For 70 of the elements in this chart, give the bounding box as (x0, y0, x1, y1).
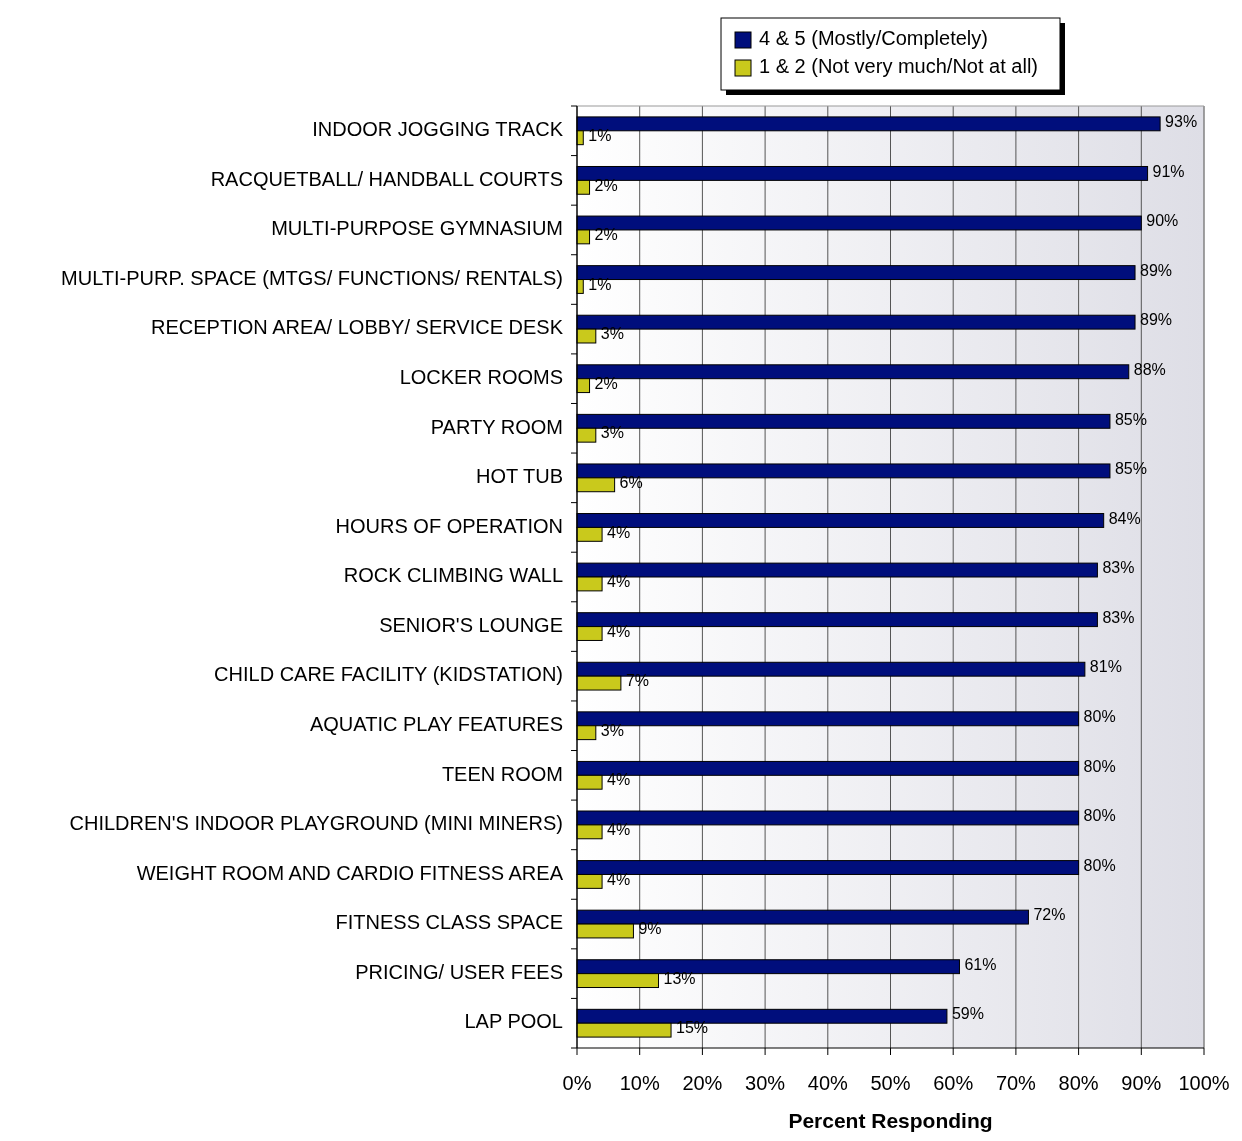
data-label: 89% (1140, 311, 1173, 329)
x-tick-label: 70% (995, 1072, 1037, 1094)
data-label: 4% (607, 870, 631, 888)
legend-label: 4 & 5 (Mostly/Completely) (759, 27, 988, 50)
y-tick-label: MULTI-PURPOSE GYMNASIUM (271, 217, 563, 240)
data-label: 85% (1114, 460, 1147, 478)
data-label: 3% (600, 325, 624, 343)
y-tick-label: WEIGHT ROOM AND CARDIO FITNESS AREA (136, 861, 564, 884)
y-tick-label: PRICING/ USER FEES (355, 960, 563, 983)
x-tick-label: 0% (562, 1072, 592, 1094)
data-label: 4% (607, 523, 631, 541)
data-label: 3% (600, 424, 624, 442)
data-label: 9% (638, 920, 662, 938)
data-label: 80% (1083, 708, 1116, 726)
data-label: 2% (594, 226, 618, 244)
x-tick-label: 20% (682, 1072, 723, 1094)
data-label: 6% (619, 474, 643, 492)
y-tick-label: LAP POOL (464, 1010, 563, 1033)
x-axis-title: Percent Responding (788, 1109, 993, 1132)
y-tick-label: CHILDREN'S INDOOR PLAYGROUND (MINI MINERS) (69, 812, 563, 835)
y-tick-label: CHILD CARE FACILITY (KIDSTATION) (214, 663, 563, 686)
x-tick-label: 30% (745, 1072, 786, 1094)
x-tick-label: 10% (619, 1072, 660, 1094)
x-tick-label: 50% (870, 1072, 911, 1094)
x-tick-label: 100% (1178, 1072, 1230, 1094)
data-label: 4% (607, 622, 631, 640)
data-label: 83% (1102, 608, 1135, 626)
y-tick-label: INDOOR JOGGING TRACK (312, 118, 564, 141)
data-label: 80% (1083, 856, 1116, 874)
data-label: 59% (951, 1005, 984, 1023)
data-label: 13% (663, 969, 696, 987)
data-label: 2% (594, 176, 618, 194)
x-tick-label: 80% (1058, 1072, 1099, 1094)
data-label: 61% (964, 955, 997, 973)
legend-label: 1 & 2 (Not very much/Not at all) (759, 55, 1038, 78)
y-tick-label: TEEN ROOM (441, 762, 563, 785)
data-label: 72% (1033, 906, 1066, 924)
y-tick-label: RACQUETBALL/ HANDBALL COURTS (210, 167, 563, 190)
y-tick-label: SENIOR'S LOUNGE (379, 613, 563, 636)
x-tick-label: 40% (807, 1072, 849, 1094)
y-tick-label: AQUATIC PLAY FEATURES (309, 713, 563, 736)
data-label: 81% (1089, 658, 1122, 676)
y-tick-label: LOCKER ROOMS (399, 365, 563, 388)
data-label: 80% (1083, 807, 1116, 825)
data-label: 85% (1114, 410, 1147, 428)
data-label: 4% (607, 821, 631, 839)
data-label: 84% (1108, 509, 1141, 527)
x-tick-label: 60% (933, 1072, 974, 1094)
y-tick-label: FITNESS CLASS SPACE (335, 911, 563, 934)
y-tick-label: RECEPTION AREA/ LOBBY/ SERVICE DESK (151, 316, 564, 339)
data-label: 1% (588, 275, 612, 293)
data-label: 80% (1083, 757, 1116, 775)
y-tick-label: HOT TUB (475, 465, 563, 488)
data-label: 91% (1152, 162, 1185, 180)
data-label: 90% (1146, 212, 1179, 230)
data-label: 4% (607, 771, 631, 789)
data-label: 89% (1140, 261, 1173, 279)
data-label: 4% (607, 573, 631, 591)
x-tick-label: 90% (1121, 1072, 1162, 1094)
y-tick-label: PARTY ROOM (430, 415, 563, 438)
y-tick-label: MULTI-PURP. SPACE (MTGS/ FUNCTIONS/ RENTALS) (61, 266, 563, 289)
data-label: 93% (1165, 113, 1198, 131)
y-tick-label: HOURS OF OPERATION (335, 514, 563, 537)
data-label: 2% (594, 374, 618, 392)
data-label: 88% (1133, 360, 1166, 378)
y-tick-label: ROCK CLIMBING WALL (343, 564, 563, 587)
data-label: 1% (588, 126, 612, 144)
data-label: 7% (625, 672, 650, 690)
data-label: 3% (600, 721, 624, 739)
data-label: 83% (1102, 559, 1135, 577)
